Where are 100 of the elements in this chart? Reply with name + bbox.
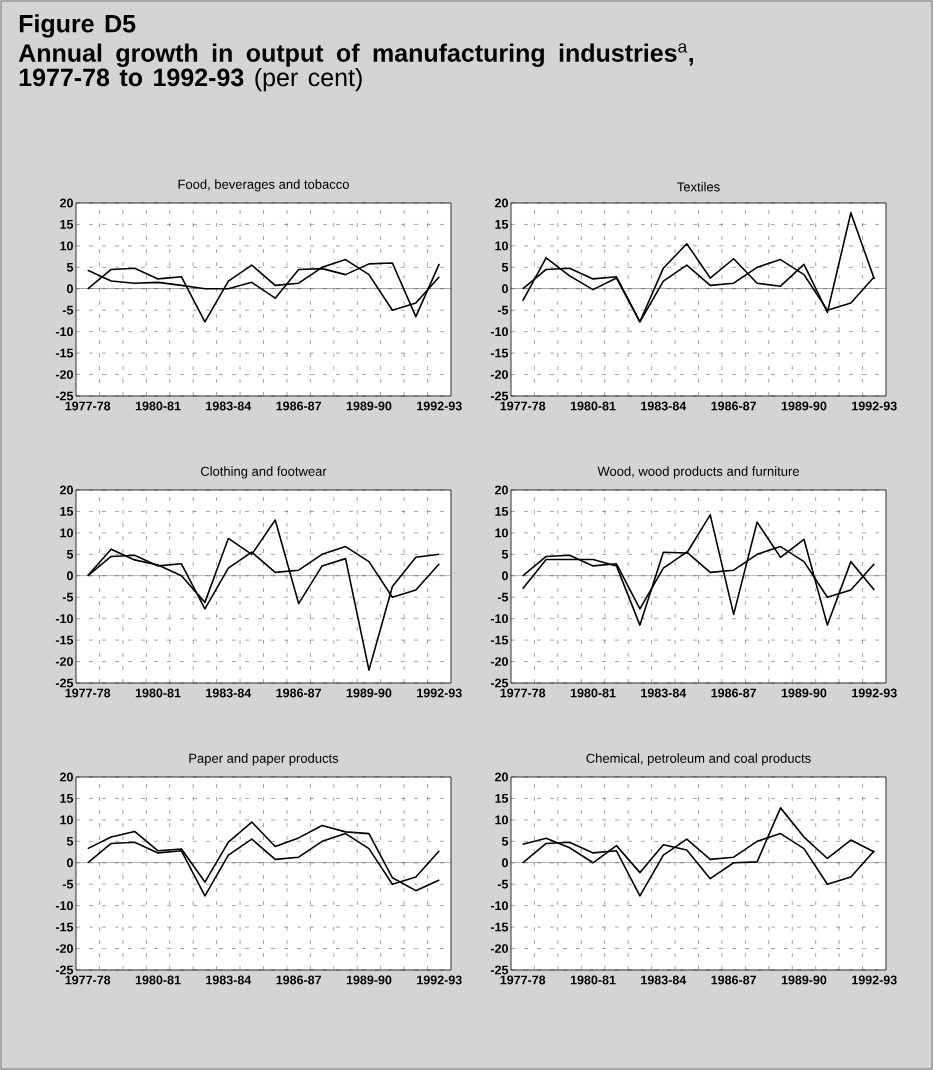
- y-tick-label: -25: [55, 678, 74, 688]
- y-tick-label: -15: [55, 635, 74, 645]
- y-tick-label: -20: [55, 370, 73, 379]
- y-tick-label: 5: [66, 549, 74, 559]
- y-tick-label: 10: [495, 528, 508, 538]
- y-tick-label: -10: [55, 614, 73, 624]
- x-tick-label: 1977-78: [500, 688, 546, 698]
- x-tick-label: 1989-90: [346, 975, 392, 985]
- text: Annual growth in output of manufacturing industries$^{a}$, 1977-78 to 1992-93 (per cent): [18, 43, 693, 92]
- y-tick-label: -10: [55, 901, 73, 911]
- y-tick-label: -20: [55, 657, 73, 666]
- x-tick-label: 1989-90: [346, 401, 392, 411]
- chart-title: Textiles: [677, 181, 720, 192]
- x-tick-label: 1989-90: [346, 688, 392, 698]
- x-tick-label: 1986-87: [711, 975, 757, 985]
- y-tick-label: -25: [490, 678, 509, 688]
- y-tick-label: 10: [495, 815, 508, 825]
- y-tick-label: 20: [60, 485, 73, 495]
- chart-title: Food, beverages and tobacco: [178, 179, 349, 192]
- x-tick-label: 1986-87: [711, 401, 757, 411]
- y-tick-label: -25: [490, 391, 509, 401]
- x-tick-label: 1986-87: [711, 688, 757, 698]
- chart-title: Paper and paper products: [189, 753, 339, 766]
- y-tick-label: -10: [490, 614, 508, 624]
- y-tick-label: -10: [55, 327, 73, 337]
- y-tick-label: 0: [67, 571, 73, 581]
- y-tick-label: 15: [60, 794, 74, 803]
- x-tick-label: 1992-93: [417, 401, 462, 411]
- y-tick-label: -20: [55, 944, 73, 953]
- y-tick-label: 5: [501, 549, 509, 559]
- x-tick-label: 1980-81: [135, 401, 181, 411]
- x-tick-label: 1977-78: [500, 401, 546, 411]
- y-tick-label: 20: [495, 485, 508, 495]
- x-tick-label: 1992-93: [417, 688, 462, 698]
- y-tick-label: 10: [60, 528, 73, 538]
- caption: Figure D5: [19, 14, 136, 38]
- y-tick-label: -15: [55, 922, 74, 932]
- y-tick-label: -5: [62, 592, 74, 602]
- x-tick-label: 1977-78: [500, 975, 546, 985]
- x-tick-label: 1992-93: [852, 688, 897, 698]
- y-tick-label: 0: [67, 284, 73, 294]
- y-tick-label: -25: [490, 965, 509, 975]
- y-tick-label: -20: [490, 944, 508, 953]
- x-tick-label: 1986-87: [276, 975, 322, 985]
- y-tick-label: -15: [55, 348, 74, 358]
- y-tick-label: -5: [62, 305, 74, 315]
- y-tick-label: -20: [490, 370, 508, 379]
- chart-title: Chemical, petroleum and coal products: [586, 753, 811, 766]
- x-tick-label: 1977-78: [65, 688, 111, 698]
- y-tick-label: 5: [66, 836, 74, 846]
- x-tick-label: 1983-84: [641, 688, 687, 698]
- x-tick-label: 1983-84: [206, 401, 252, 411]
- x-tick-label: 1992-93: [852, 975, 897, 985]
- y-tick-label: 15: [60, 507, 74, 516]
- x-tick-label: 1983-84: [206, 688, 252, 698]
- y-tick-label: -10: [490, 327, 508, 337]
- y-tick-label: 0: [67, 858, 73, 868]
- y-tick-label: 5: [66, 262, 74, 272]
- x-tick-label: 1983-84: [206, 975, 252, 985]
- y-tick-label: -5: [497, 592, 509, 602]
- y-tick-label: -15: [490, 635, 509, 645]
- x-tick-label: 1980-81: [570, 688, 616, 698]
- chart-title: Clothing and footwear: [200, 466, 327, 479]
- x-tick-label: 1992-93: [417, 975, 462, 985]
- y-tick-label: -10: [490, 901, 508, 911]
- y-tick-label: 10: [60, 241, 73, 251]
- y-tick-label: 10: [495, 241, 508, 251]
- y-tick-label: -15: [490, 922, 509, 932]
- y-tick-label: 0: [502, 284, 508, 294]
- y-tick-label: 0: [502, 571, 508, 581]
- x-tick-label: 1977-78: [65, 975, 111, 985]
- x-tick-label: 1986-87: [276, 688, 322, 698]
- x-tick-label: 1983-84: [641, 401, 687, 411]
- y-tick-label: -5: [62, 879, 74, 889]
- x-tick-label: 1986-87: [276, 401, 322, 411]
- y-tick-label: 20: [60, 772, 73, 782]
- y-tick-label: -5: [497, 879, 509, 889]
- x-tick-label: 1983-84: [641, 975, 687, 985]
- y-tick-label: 15: [495, 794, 509, 803]
- y-tick-label: 15: [495, 507, 509, 516]
- y-tick-label: 20: [495, 772, 508, 782]
- x-tick-label: 1980-81: [570, 401, 616, 411]
- x-tick-label: 1989-90: [781, 688, 827, 698]
- y-tick-label: 15: [495, 220, 509, 229]
- x-tick-label: 1980-81: [135, 688, 181, 698]
- y-tick-label: 15: [60, 220, 74, 229]
- y-tick-label: -15: [490, 348, 509, 358]
- x-tick-label: 1980-81: [570, 975, 616, 985]
- x-tick-label: 1989-90: [781, 401, 827, 411]
- x-tick-label: 1980-81: [135, 975, 181, 985]
- x-tick-label: 1992-93: [852, 401, 897, 411]
- y-tick-label: -25: [55, 965, 74, 975]
- y-tick-label: -20: [490, 657, 508, 666]
- y-tick-label: 20: [495, 198, 508, 208]
- y-tick-label: 20: [60, 198, 73, 208]
- y-tick-label: -25: [55, 391, 74, 401]
- y-tick-label: -5: [497, 305, 509, 315]
- chart-title: Wood, wood products and furniture: [597, 466, 799, 479]
- x-tick-label: 1977-78: [65, 401, 111, 411]
- x-tick-label: 1989-90: [781, 975, 827, 985]
